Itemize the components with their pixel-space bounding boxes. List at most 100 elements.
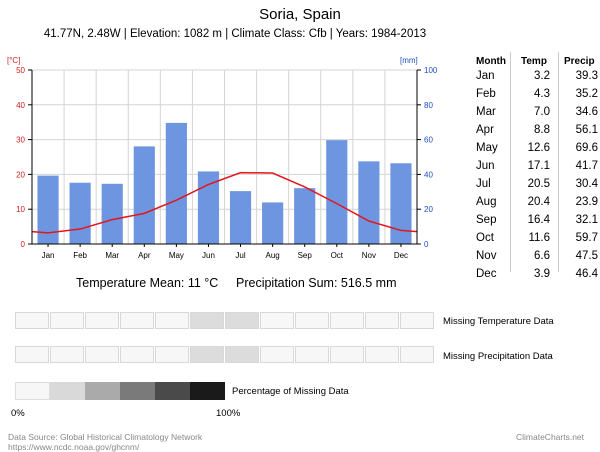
missing-cell: [400, 312, 434, 329]
missing-cell: [155, 346, 189, 363]
left-axis-unit: [°C]: [7, 56, 20, 65]
left-tick-label: 20: [16, 170, 25, 179]
missing-temperature-label: Missing Temperature Data: [443, 316, 554, 327]
table-row: Jun 17.1 41.7: [470, 160, 600, 178]
table-month: Oct: [476, 232, 494, 244]
x-tick-label: Mar: [105, 251, 119, 260]
missing-cell: [295, 346, 329, 363]
table-row: May 12.6 69.6: [470, 142, 600, 160]
table-temp: 3.2: [534, 70, 550, 82]
x-tick-label: Feb: [73, 251, 87, 260]
table-precip: 69.6: [575, 142, 598, 154]
table-month: Aug: [476, 196, 497, 208]
missing-cell: [225, 312, 259, 329]
table-temp: 3.9: [534, 268, 550, 280]
missing-precipitation-label: Missing Precipitation Data: [443, 351, 553, 362]
table-divider: [510, 52, 511, 272]
data-source-line2[interactable]: https://www.ncdc.noaa.gov/ghcnm/: [8, 442, 140, 452]
right-axis-unit: [mm]: [400, 56, 418, 65]
table-month: Mar: [476, 106, 496, 118]
right-tick-label: 20: [424, 205, 433, 214]
precip-bar: [37, 175, 59, 244]
missing-cell: [155, 312, 189, 329]
table-precip: 23.9: [575, 196, 598, 208]
table-row: Jul 20.5 30.4: [470, 178, 600, 196]
right-tick-label: 80: [424, 101, 433, 110]
missing-cell: [260, 312, 294, 329]
table-month: Jul: [476, 178, 491, 190]
legend-swatch: [155, 382, 190, 400]
precip-bar: [390, 163, 412, 244]
table-row: Dec 3.9 46.4: [470, 268, 600, 286]
precip-bar: [165, 122, 187, 244]
x-tick-label: May: [169, 251, 184, 260]
missing-cell: [330, 346, 364, 363]
table-temp: 20.5: [527, 178, 550, 190]
x-tick-label: Jun: [202, 251, 215, 260]
chart-title: Soria, Spain: [259, 6, 341, 23]
legend-max-label: 100%: [216, 408, 241, 419]
table-temp: 6.6: [534, 250, 550, 262]
x-tick-label: Sep: [298, 251, 313, 260]
precip-bar: [358, 161, 380, 244]
missing-cell: [365, 346, 399, 363]
missing-cell: [50, 312, 84, 329]
missing-cell: [15, 346, 49, 363]
table-month: Jan: [476, 70, 495, 82]
table-month: Sep: [476, 214, 497, 226]
missing-cell: [295, 312, 329, 329]
brand-link[interactable]: ClimateCharts.net: [516, 432, 585, 442]
precip-bar: [197, 171, 220, 244]
table-row: Sep 16.4 32.1: [470, 214, 600, 232]
left-tick-label: 0: [21, 240, 26, 249]
right-tick-label: 60: [424, 136, 433, 145]
legend-swatch: [85, 382, 120, 400]
missing-cell: [85, 312, 119, 329]
missing-cell: [225, 346, 259, 363]
table-month: Feb: [476, 88, 496, 100]
x-tick-label: Oct: [331, 251, 344, 260]
precip-bar: [69, 182, 91, 244]
table-row: Apr 8.8 56.1: [470, 124, 600, 142]
legend-min-label: 0%: [11, 408, 25, 419]
missing-cell: [330, 312, 364, 329]
left-tick-label: 10: [16, 205, 25, 214]
table-row: Jan 3.2 39.3: [470, 70, 600, 88]
chart-subtitle: 41.77N, 2.48W | Elevation: 1082 m | Clim…: [43, 28, 427, 40]
table-month: Nov: [476, 250, 497, 262]
precip-bar: [229, 191, 252, 244]
right-tick-label: 0: [424, 240, 429, 249]
temperature-line: [31, 171, 418, 234]
table-row: Mar 7.0 34.6: [470, 106, 600, 124]
legend-swatch: [190, 382, 225, 400]
left-tick-label: 40: [16, 101, 25, 110]
table-precip: 47.5: [575, 250, 598, 262]
left-tick-label: 30: [16, 136, 25, 145]
table-header-temp: Temp: [521, 56, 547, 67]
missing-cell: [120, 312, 154, 329]
table-precip: 46.4: [575, 268, 598, 280]
table-temp: 16.4: [527, 214, 550, 226]
temperature-mean: Temperature Mean: 11 °C: [76, 276, 219, 290]
table-temp: 7.0: [534, 106, 550, 118]
table-row: Aug 20.4 23.9: [470, 196, 600, 214]
table-precip: 39.3: [575, 70, 598, 82]
table-precip: 59.7: [575, 232, 598, 244]
table-header-month: Month: [476, 56, 506, 67]
table-temp: 20.4: [527, 196, 550, 208]
table-precip: 32.1: [575, 214, 598, 226]
missing-cell: [85, 346, 119, 363]
data-source-line1: Data Source: Global Historical Climatolo…: [8, 432, 203, 442]
x-tick-label: Jan: [42, 251, 55, 260]
table-temp: 4.3: [534, 88, 550, 100]
table-precip: 35.2: [575, 88, 598, 100]
x-tick-label: Aug: [266, 251, 280, 260]
x-tick-label: Jul: [235, 251, 245, 260]
missing-cell: [400, 346, 434, 363]
table-row: Nov 6.6 47.5: [470, 250, 600, 268]
missing-cell: [15, 312, 49, 329]
legend-swatch: [120, 382, 155, 400]
x-tick-label: Dec: [394, 251, 408, 260]
right-tick-label: 40: [424, 170, 433, 179]
precip-bar: [101, 183, 123, 244]
